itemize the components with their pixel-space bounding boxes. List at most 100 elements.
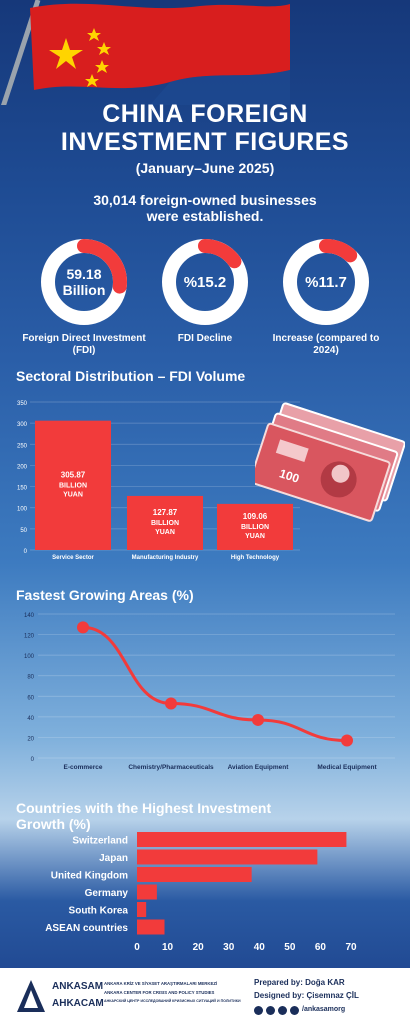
y-category-label: Switzerland [72,836,128,847]
svg-text:100: 100 [278,466,302,486]
x-tick-label: 20 [193,942,205,953]
ring-label-1: Foreign Direct Investment (FDI) [22,333,146,356]
institute-name-ru: АНКАРСКИЙ ЦЕНТР ИССЛЕДОВАНИЙ КРИЗИСНЫХ С… [104,999,241,1003]
data-point [165,697,177,710]
ring-value: 59.18 [66,266,101,282]
y-tick-label: 300 [17,422,28,428]
ankasam-logo-icon [17,980,45,1012]
linkedin-icon[interactable] [266,1006,275,1015]
bar [137,849,318,865]
youtube-icon[interactable] [254,1006,263,1015]
bar-data-label: BILLION [151,520,179,527]
countries-bar-chart: Switzerland Japan United Kingdom Germany Sou… [45,832,357,953]
period-subtitle: (January–June 2025) [135,160,275,176]
x-tick-label: High Technology [231,555,280,561]
designed-by: Designed by: Çisemnaz ÇİL [254,991,359,1000]
data-point [77,621,89,634]
bar [137,832,347,847]
china-flag-image [1,0,290,105]
bar [217,503,293,550]
prepared-by: Prepared by: Doğa KAR [254,978,345,987]
y-category-label: Germany [85,888,129,899]
y-category-label: South Korea [69,906,129,917]
ring-value: Billion [63,282,106,298]
y-category-label: United Kingdom [51,871,128,882]
sector-chart-title: Sectoral Distribution – FDI Volume [16,368,246,384]
y-tick-label: 0 [24,549,28,555]
y-tick-label: 120 [24,634,35,640]
footer: ANKASAM AHKACAM ANKARA KRİZ VE SİYASET A… [0,968,410,1024]
y-tick-label: 250 [17,443,28,449]
ring-label-2: FDI Decline [177,333,233,344]
bar [137,867,252,882]
brand-ahkacam: AHKACAM [52,998,104,1009]
bar-data-label: YUAN [63,491,83,498]
sector-bar-chart: 0 50 100 150 200 250 300 350 305.87 BILLION YUAN Se… [17,401,300,561]
growth-line-chart: 0 20 40 60 80 100 120 140 E-commerce Chemistry/Ph… [24,613,395,771]
ring-value: %15.2 [184,274,227,291]
y-tick-label: 200 [17,464,28,470]
y-tick-label: 100 [24,654,35,660]
y-tick-label: 140 [24,613,35,619]
bar-data-label: BILLION [241,524,269,531]
businesses-stat-text: 30,014 foreign-owned businesses were est… [93,192,317,224]
y-tick-label: 0 [31,757,35,763]
bar-data-label: 127.87 [153,508,178,517]
countries-chart-title: Countries with the Highest Investment Gr… [16,800,272,832]
y-tick-label: 40 [27,716,34,722]
institute-name-tr: ANKARA KRİZ VE SİYASET ARAŞTIRMALARI MER… [104,981,218,986]
ring-2: %15.2 [162,239,248,325]
y-tick-label: 100 [17,507,28,513]
growth-chart-title: Fastest Growing Areas (%) [16,587,194,603]
bar [127,495,203,550]
title-line-2: INVESTMENT FIGURES [60,128,350,156]
data-point [341,734,353,747]
y-category-label: ASEAN countries [45,923,128,934]
x-tick-label: Manufacturing Industry [132,555,199,561]
data-point [252,713,264,726]
x-tick-label: 60 [315,942,327,953]
ring-label-3: Increase (compared to 2024) [272,333,380,356]
y-category-label: Japan [99,853,128,864]
bar-data-label: 109.06 [243,512,268,521]
brand-ankasam: ANKASAM [52,981,104,992]
bar-data-label: YUAN [155,529,175,536]
ring-value: %11.7 [305,274,347,291]
x-tick-label: Service Sector [52,555,94,561]
bar-data-label: 305.87 [61,470,86,479]
title-line-1: CHINA FOREIGN [102,100,308,128]
ring-3: %11.7 [283,239,369,325]
y-tick-label: 60 [27,695,34,701]
bar [137,919,165,935]
x-tick-label: 0 [134,942,140,953]
ring-arc [162,239,248,325]
series-line [82,625,348,743]
y-tick-label: 20 [27,736,34,742]
x-tick-label: E-commerce [63,764,102,771]
social-handle[interactable]: /ankasamorg [302,1006,346,1013]
x-tick-label: 70 [345,942,357,953]
bar-data-label: YUAN [245,533,265,540]
x-tick-label: Chemistry/Pharmaceuticals [128,764,214,771]
x-tick-label: Aviation Equipment [228,764,290,771]
yuan-banknotes-image: 100 [255,402,405,522]
ring-arc [41,239,127,325]
institute-name-en: ANKARA CENTER FOR CRISIS AND POLICY STUD… [104,990,215,995]
businesses-stat: 30,014 foreign-owned businesses were est… [0,192,410,224]
bar [35,420,111,550]
y-tick-label: 150 [17,486,28,492]
x-tick-label: 10 [162,942,174,953]
bar [137,884,157,900]
x-tick-label: 30 [223,942,235,953]
bar [137,902,147,917]
x-tick-label: 50 [284,942,296,953]
bar-data-label: BILLION [59,482,87,489]
x-tick-label: Medical Equipment [317,764,377,771]
facebook-icon[interactable] [278,1006,287,1015]
ring-arc [283,239,369,325]
x-tick-label: 40 [254,942,266,953]
y-tick-label: 50 [20,528,27,534]
y-tick-label: 80 [27,675,34,681]
twitter-icon[interactable] [290,1006,299,1015]
